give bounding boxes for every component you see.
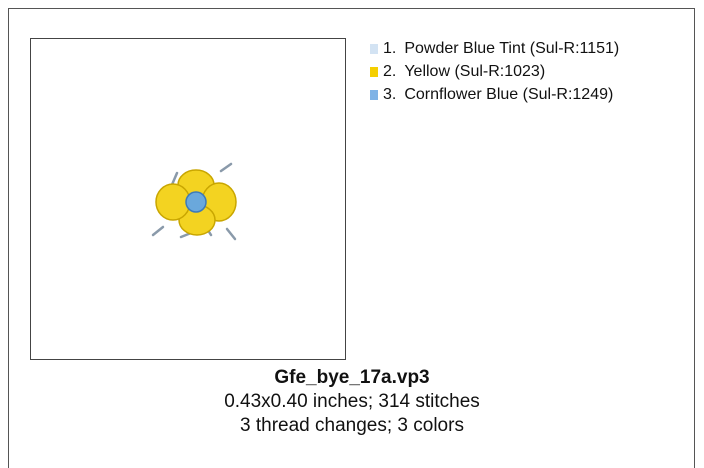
thread-item: 1. Powder Blue Tint (Sul-R:1151) bbox=[370, 37, 619, 60]
thread-name: Cornflower Blue (Sul-R:1249) bbox=[404, 86, 614, 103]
file-changes: 3 thread changes; 3 colors bbox=[240, 415, 464, 436]
thread-number: 2. bbox=[383, 63, 397, 80]
flower-image bbox=[151, 162, 237, 241]
thread-number: 1. bbox=[383, 40, 397, 57]
card-border bbox=[8, 8, 695, 468]
thread-name: Powder Blue Tint (Sul-R:1151) bbox=[404, 40, 620, 57]
file-info: Gfe_bye_17a.vp3 0.43x0.40 inches; 314 st… bbox=[0, 366, 704, 438]
page: {"threads": [ {"number": "1.", "name": "… bbox=[0, 8, 704, 468]
design-preview bbox=[30, 38, 346, 360]
petals bbox=[155, 169, 237, 236]
thread-number: 3. bbox=[383, 86, 397, 103]
thread-list: 1. Powder Blue Tint (Sul-R:1151) 2. Yellow … bbox=[370, 37, 619, 106]
thread-item: 3. Cornflower Blue (Sul-R:1249) bbox=[370, 83, 619, 106]
flower-center bbox=[185, 191, 207, 213]
thread-swatch bbox=[370, 89, 378, 100]
thread-item: 2. Yellow (Sul-R:1023) bbox=[370, 60, 619, 83]
file-name: Gfe_bye_17a.vp3 bbox=[274, 367, 430, 388]
thread-name: Yellow (Sul-R:1023) bbox=[404, 63, 546, 80]
thread-swatch bbox=[370, 66, 378, 77]
thread-swatch bbox=[370, 43, 378, 54]
file-size: 0.43x0.40 inches; 314 stitches bbox=[224, 391, 480, 412]
